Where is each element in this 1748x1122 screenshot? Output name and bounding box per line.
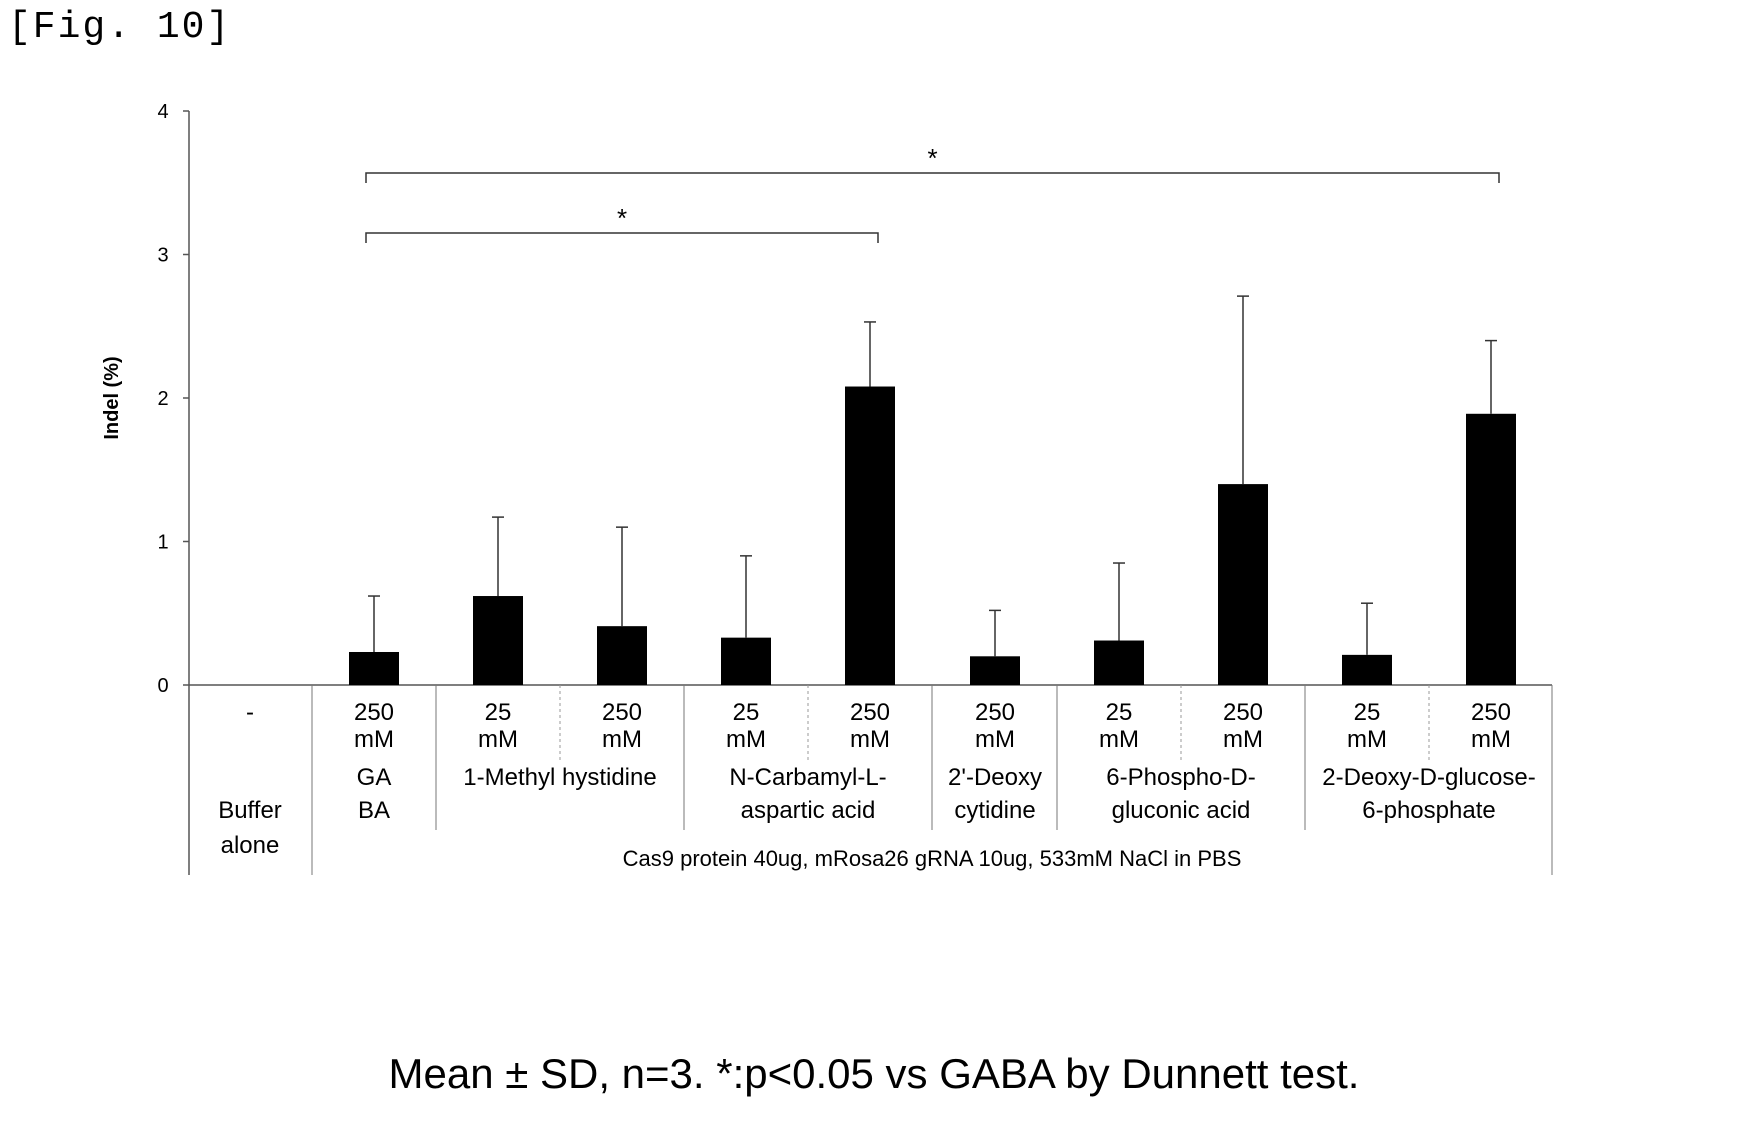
- axes: 0 1 2 3 4 Indel (%): [101, 101, 1552, 875]
- dose-unit: mM: [1471, 726, 1511, 753]
- y-tick-label: 2: [157, 388, 168, 410]
- bar: [1466, 414, 1516, 685]
- bar: [1218, 484, 1268, 685]
- group-label-line1: 6-Phospho-D-: [1106, 764, 1255, 791]
- dose-value: 250: [354, 699, 394, 726]
- bar: [721, 638, 771, 685]
- significance-star: *: [927, 143, 937, 173]
- bar-chart: 01234Indel (%) ** -250mM25mM250mM25mM250…: [0, 0, 1748, 1000]
- category-labels: -250mM25mM250mM25mM250mM250mM25mM250mM25…: [218, 699, 1536, 871]
- group-label-line1: 2'-Deoxy: [948, 764, 1042, 791]
- y-tick-label: 1: [157, 532, 168, 554]
- dose-value: 25: [733, 699, 760, 726]
- group-label-line2: 6-phosphate: [1362, 797, 1495, 824]
- y-axis-title: Indel (%): [101, 356, 123, 439]
- error-bars: [368, 296, 1497, 656]
- y-tick-label: 0: [157, 675, 168, 697]
- dose-unit: mM: [602, 726, 642, 753]
- dose-unit: mM: [1347, 726, 1387, 753]
- group-label-line2: BA: [358, 797, 390, 824]
- bar: [1342, 655, 1392, 685]
- bars: [349, 387, 1516, 685]
- group-label-line1: 1-Methyl hystidine: [463, 764, 656, 791]
- dose-value: 25: [1354, 699, 1381, 726]
- bar: [970, 656, 1020, 685]
- dose-unit: mM: [726, 726, 766, 753]
- dose-unit: mM: [354, 726, 394, 753]
- dose-value: 25: [1106, 699, 1133, 726]
- common-condition-label: Cas9 protein 40ug, mRosa26 gRNA 10ug, 53…: [623, 846, 1242, 871]
- dose-unit: mM: [478, 726, 518, 753]
- dose-unit: mM: [1099, 726, 1139, 753]
- group-label-line2: aspartic acid: [741, 797, 876, 824]
- significance-brackets: **: [366, 143, 1499, 243]
- group-label-line1: N-Carbamyl-L-: [729, 764, 886, 791]
- dose-unit: mM: [850, 726, 890, 753]
- dose-value: 250: [602, 699, 642, 726]
- dose-value: 250: [1471, 699, 1511, 726]
- y-tick-label: 3: [157, 245, 168, 267]
- bar: [349, 652, 399, 685]
- group-label-line1: Buffer: [218, 797, 282, 824]
- dose-unit: mM: [975, 726, 1015, 753]
- group-label-line2: cytidine: [954, 797, 1035, 824]
- group-label-line2: alone: [221, 832, 280, 859]
- group-label-line1: 2-Deoxy-D-glucose-: [1322, 764, 1535, 791]
- dose-value: 250: [1223, 699, 1263, 726]
- bar: [1094, 641, 1144, 685]
- bar: [845, 387, 895, 685]
- dose-unit: mM: [1223, 726, 1263, 753]
- dose-value: 250: [975, 699, 1015, 726]
- significance-bracket: [366, 173, 1499, 183]
- y-tick-label: 4: [157, 101, 168, 123]
- figure-caption: Mean ± SD, n=3. *:p<0.05 vs GABA by Dunn…: [0, 1050, 1748, 1098]
- significance-star: *: [617, 203, 627, 233]
- dose-value: 250: [850, 699, 890, 726]
- dose-label: -: [246, 699, 254, 726]
- dose-value: 25: [485, 699, 512, 726]
- bar: [473, 596, 523, 685]
- bar: [597, 626, 647, 685]
- significance-bracket: [366, 233, 878, 243]
- group-label-line2: gluconic acid: [1112, 797, 1251, 824]
- group-label-line1: GA: [357, 764, 392, 791]
